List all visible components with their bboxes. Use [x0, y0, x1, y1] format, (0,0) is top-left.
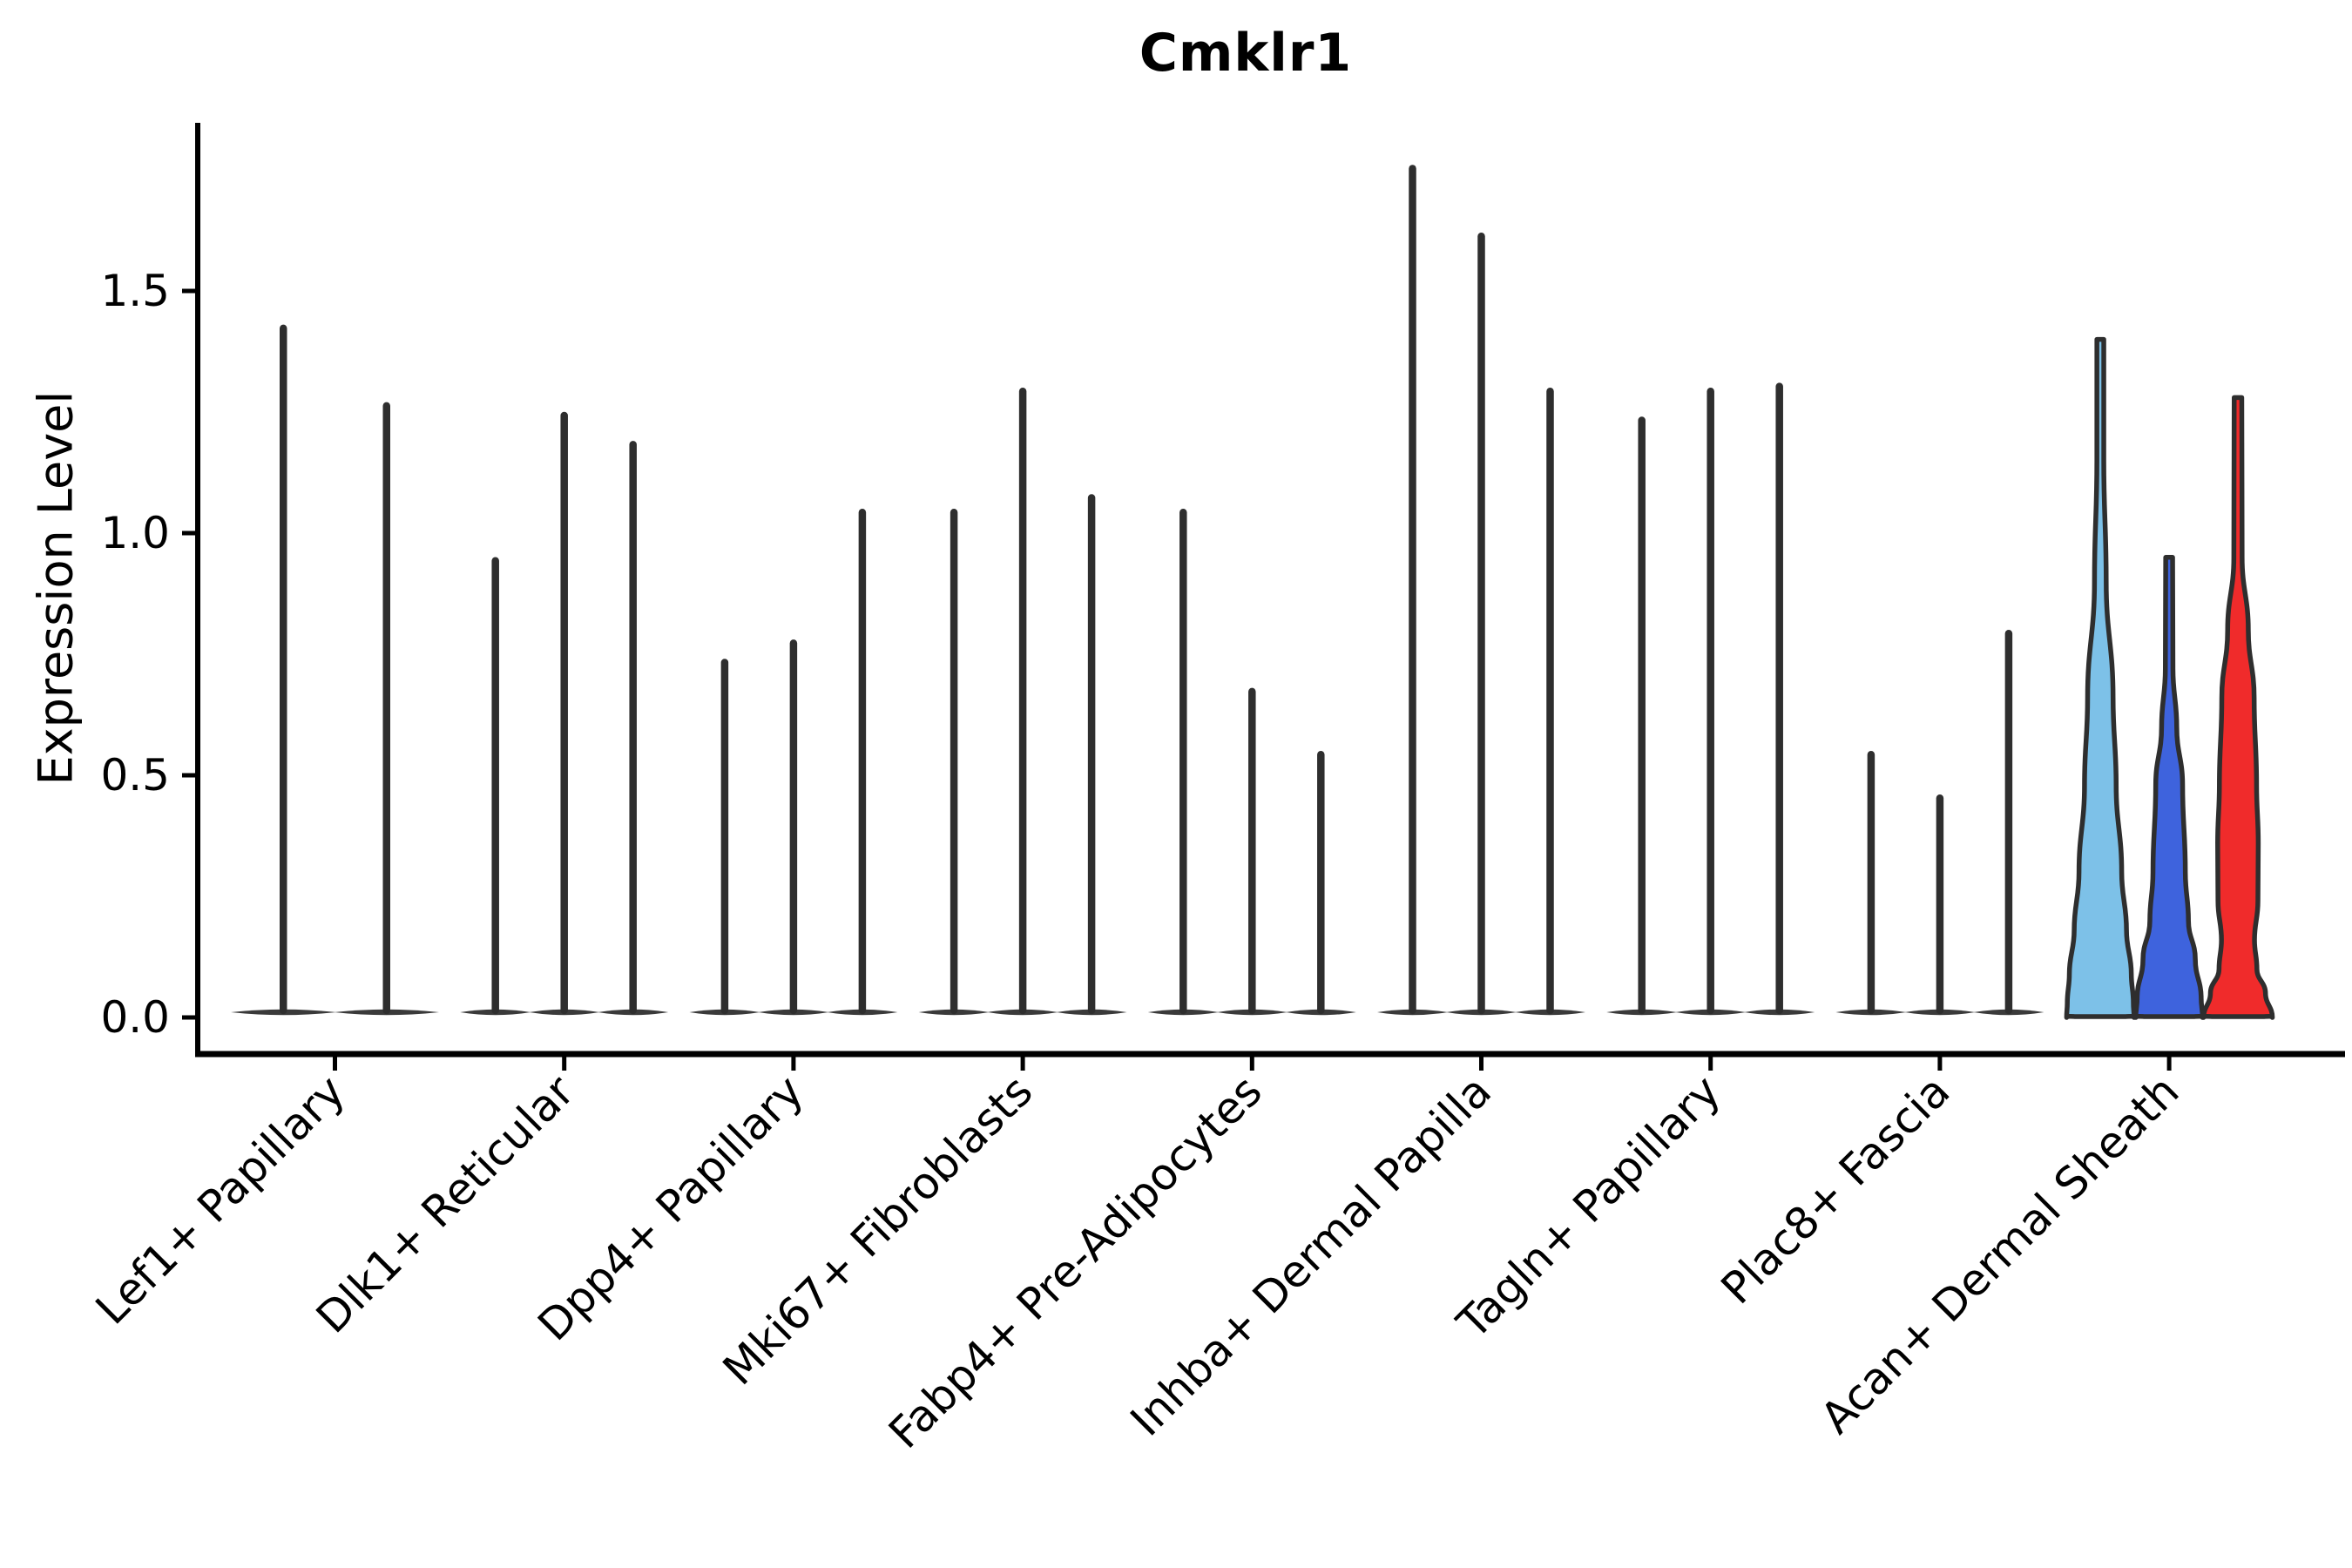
- violin-body: [2133, 555, 2206, 1020]
- violin-body: [2200, 395, 2275, 1020]
- y-tick-label: 0.5: [100, 750, 170, 801]
- x-tick-label: Fabp4+ Pre-Adipocytes: [879, 1065, 1272, 1458]
- y-tick-label: 0.0: [100, 992, 170, 1043]
- violin-body: [2064, 336, 2137, 1020]
- chart-title: Cmklr1: [1139, 23, 1353, 84]
- x-tick-label: Plac8+ Fascia: [1712, 1065, 1960, 1314]
- x-tick-label: Lef1+ Papillary: [86, 1065, 355, 1334]
- y-tick-label: 1.5: [100, 266, 170, 316]
- y-tick-label: 1.0: [100, 508, 170, 558]
